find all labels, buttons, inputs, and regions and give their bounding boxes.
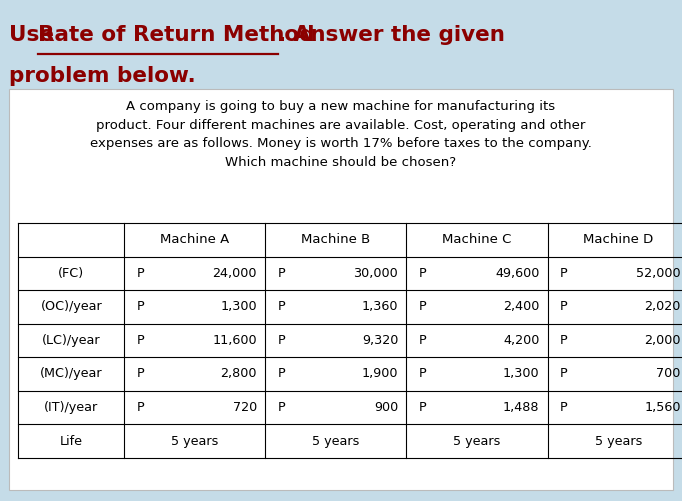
Text: P: P [560, 401, 567, 414]
Text: P: P [136, 301, 144, 313]
Text: 24,000: 24,000 [213, 267, 257, 280]
Text: 1,360: 1,360 [361, 301, 398, 313]
Text: (FC): (FC) [58, 267, 85, 280]
Text: 1,900: 1,900 [361, 368, 398, 380]
Text: (OC)/year: (OC)/year [40, 301, 102, 313]
Text: 5 years: 5 years [312, 435, 359, 447]
Text: P: P [278, 368, 285, 380]
Text: 5 years: 5 years [171, 435, 218, 447]
Text: problem below.: problem below. [9, 66, 196, 86]
Text: P: P [278, 401, 285, 414]
Text: 1,488: 1,488 [503, 401, 539, 414]
Text: (LC)/year: (LC)/year [42, 334, 100, 347]
Text: P: P [560, 267, 567, 280]
Text: (MC)/year: (MC)/year [40, 368, 102, 380]
Text: 900: 900 [374, 401, 398, 414]
Text: 30,000: 30,000 [353, 267, 398, 280]
Text: P: P [419, 267, 426, 280]
Text: 700: 700 [656, 368, 681, 380]
Text: P: P [136, 267, 144, 280]
Text: Machine B: Machine B [301, 233, 370, 246]
Text: P: P [560, 368, 567, 380]
Text: Use: Use [9, 25, 61, 45]
Text: 49,600: 49,600 [495, 267, 539, 280]
Text: 4,200: 4,200 [503, 334, 539, 347]
Text: A company is going to buy a new machine for manufacturing its
product. Four diff: A company is going to buy a new machine … [90, 100, 592, 169]
Text: P: P [560, 301, 567, 313]
Text: 5 years: 5 years [595, 435, 642, 447]
Text: 2,000: 2,000 [644, 334, 681, 347]
Text: 2,020: 2,020 [644, 301, 681, 313]
Text: P: P [419, 368, 426, 380]
Text: P: P [419, 301, 426, 313]
Text: Machine C: Machine C [443, 233, 512, 246]
Text: P: P [136, 401, 144, 414]
Text: 2,800: 2,800 [220, 368, 257, 380]
Text: P: P [136, 368, 144, 380]
Text: 9,320: 9,320 [362, 334, 398, 347]
Text: Machine A: Machine A [160, 233, 229, 246]
Text: Rate of Return Method: Rate of Return Method [38, 25, 314, 45]
Text: 720: 720 [233, 401, 257, 414]
Text: . Answer the given: . Answer the given [278, 25, 505, 45]
Text: 11,600: 11,600 [213, 334, 257, 347]
Text: P: P [419, 334, 426, 347]
Text: 1,300: 1,300 [503, 368, 539, 380]
Text: (IT)/year: (IT)/year [44, 401, 98, 414]
Text: 2,400: 2,400 [503, 301, 539, 313]
Text: Life: Life [60, 435, 83, 447]
Text: P: P [560, 334, 567, 347]
Text: P: P [278, 267, 285, 280]
Text: Machine D: Machine D [583, 233, 653, 246]
Text: P: P [278, 301, 285, 313]
Text: 1,300: 1,300 [220, 301, 257, 313]
FancyBboxPatch shape [9, 89, 673, 490]
Text: P: P [419, 401, 426, 414]
Text: P: P [278, 334, 285, 347]
Text: 1,560: 1,560 [644, 401, 681, 414]
Text: 52,000: 52,000 [636, 267, 681, 280]
Text: 5 years: 5 years [454, 435, 501, 447]
Text: P: P [136, 334, 144, 347]
